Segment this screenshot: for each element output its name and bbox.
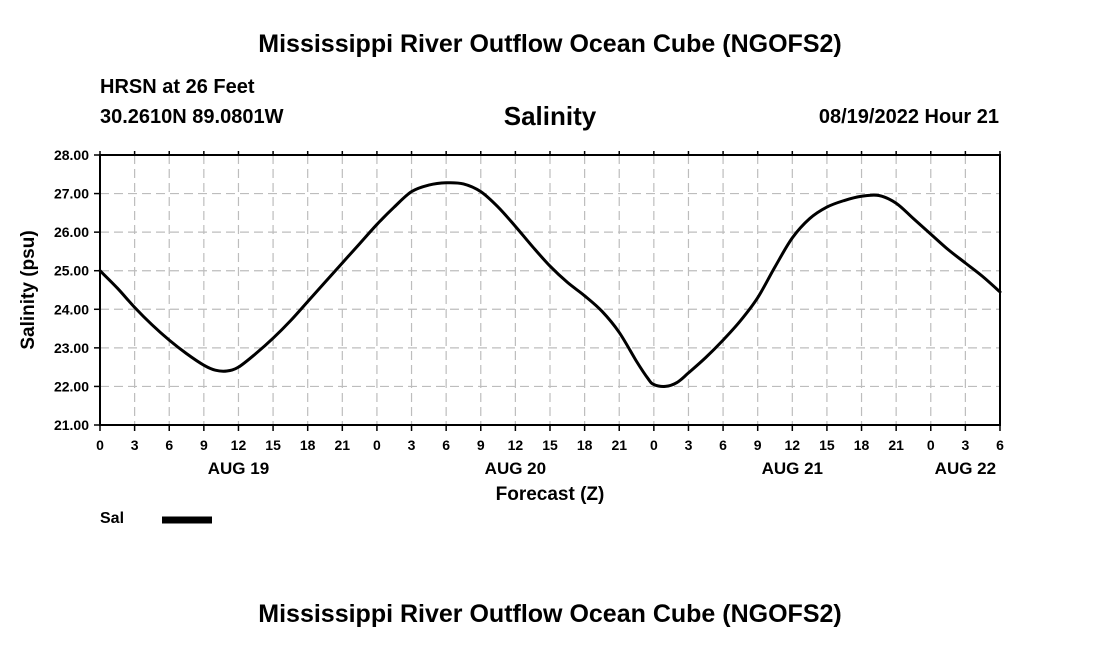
tick-labels: 21.00 22.00 23.00 24.00 25.00 26.00 27.00 28.00… bbox=[54, 147, 1004, 478]
x-tick-label: 21 bbox=[611, 437, 627, 453]
x-tick-label: 12 bbox=[785, 437, 801, 453]
x-tick-label: 3 bbox=[961, 437, 969, 453]
series-layer bbox=[98, 181, 1002, 388]
x-tick-label: 9 bbox=[477, 437, 485, 453]
x-tick-label: 15 bbox=[265, 437, 281, 453]
x-tick-label: 12 bbox=[231, 437, 247, 453]
x-axis-title: Forecast (Z) bbox=[496, 484, 605, 505]
y-tick-label: 26.00 bbox=[54, 224, 89, 240]
x-tick-label: 0 bbox=[927, 437, 935, 453]
report-title-bottom: Mississippi River Outflow Ocean Cube (NG… bbox=[258, 600, 842, 628]
y-axis-title: Salinity (psu) bbox=[18, 230, 39, 349]
x-tick-label: 3 bbox=[685, 437, 693, 453]
x-tick-label: 18 bbox=[854, 437, 870, 453]
x-tick-label: 0 bbox=[96, 437, 104, 453]
x-tick-label: 9 bbox=[754, 437, 762, 453]
y-tick-label: 27.00 bbox=[54, 186, 89, 202]
x-tick-label: 15 bbox=[819, 437, 835, 453]
y-tick-label: 22.00 bbox=[54, 378, 89, 394]
y-tick-label: 21.00 bbox=[54, 417, 89, 433]
y-tick-label: 23.00 bbox=[54, 340, 89, 356]
axis-ticks bbox=[94, 151, 1001, 431]
x-tick-label: 6 bbox=[719, 437, 727, 453]
chart-title: Salinity bbox=[503, 101, 597, 131]
x-tick-label: 6 bbox=[442, 437, 450, 453]
x-tick-label: 9 bbox=[200, 437, 208, 453]
x-tick-label: 6 bbox=[996, 437, 1004, 453]
x-tick-label: 21 bbox=[335, 437, 351, 453]
y-tick-label: 25.00 bbox=[54, 263, 89, 279]
y-tick-label: 24.00 bbox=[54, 301, 89, 317]
day-label: AUG 20 bbox=[485, 459, 546, 478]
x-tick-label: 3 bbox=[131, 437, 139, 453]
station-label: HRSN at 26 Feet bbox=[100, 76, 255, 98]
grid-lines bbox=[100, 155, 1000, 425]
x-tick-label: 18 bbox=[300, 437, 316, 453]
x-tick-label: 12 bbox=[508, 437, 524, 453]
x-tick-label: 6 bbox=[165, 437, 173, 453]
series-line-sal bbox=[98, 181, 1002, 388]
x-tick-label: 3 bbox=[408, 437, 416, 453]
legend-label: Sal bbox=[100, 510, 125, 527]
x-tick-label: 18 bbox=[577, 437, 593, 453]
x-tick-label: 21 bbox=[888, 437, 904, 453]
x-tick-label: 0 bbox=[373, 437, 381, 453]
y-tick-label: 28.00 bbox=[54, 147, 89, 163]
station-coordinates: 30.2610N 89.0801W bbox=[100, 106, 284, 128]
x-tick-label: 0 bbox=[650, 437, 658, 453]
day-label: AUG 22 bbox=[935, 459, 996, 478]
day-label: AUG 21 bbox=[762, 459, 823, 478]
report-title: Mississippi River Outflow Ocean Cube (NG… bbox=[258, 30, 842, 58]
day-label: AUG 19 bbox=[208, 459, 269, 478]
forecast-datetime: 08/19/2022 Hour 21 bbox=[818, 106, 999, 128]
x-tick-label: 15 bbox=[542, 437, 558, 453]
